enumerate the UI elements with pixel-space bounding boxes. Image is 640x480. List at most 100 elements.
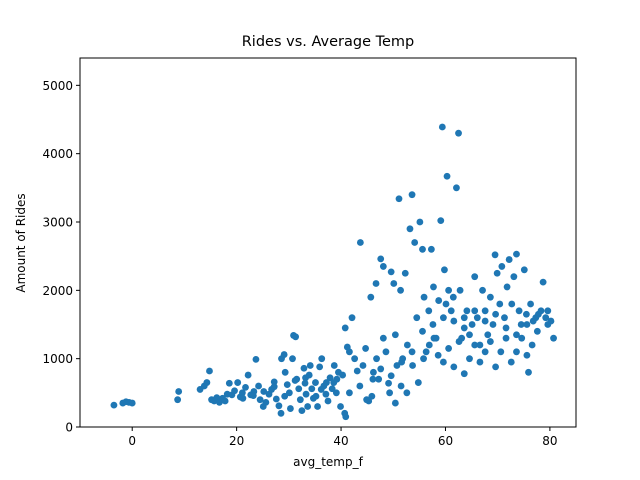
data-point — [476, 358, 484, 366]
data-point — [473, 314, 481, 322]
data-point — [419, 327, 426, 335]
data-point — [397, 286, 404, 294]
data-point — [537, 307, 545, 315]
y-tick-label: 0 — [65, 421, 73, 435]
data-point — [398, 358, 406, 366]
data-point — [466, 331, 473, 339]
data-point — [542, 314, 550, 322]
data-point — [203, 379, 211, 386]
data-point — [281, 368, 289, 376]
data-point — [387, 372, 395, 380]
data-point — [231, 387, 238, 395]
data-point — [517, 321, 525, 328]
data-point — [280, 351, 288, 358]
data-point — [463, 307, 471, 315]
data-point — [302, 390, 310, 398]
points-layer — [110, 123, 557, 421]
data-point — [510, 273, 518, 281]
data-point — [449, 293, 457, 301]
data-point — [523, 321, 531, 328]
data-point — [520, 266, 528, 274]
data-point — [270, 383, 278, 391]
data-point — [287, 405, 294, 412]
data-point — [502, 334, 510, 342]
data-point — [249, 392, 257, 399]
data-point — [544, 321, 552, 328]
data-point — [110, 401, 118, 409]
data-point — [437, 217, 445, 225]
data-point — [427, 245, 435, 253]
data-point — [505, 256, 513, 263]
data-point — [372, 280, 380, 287]
data-point — [419, 245, 426, 253]
data-point — [523, 351, 531, 359]
data-point — [441, 266, 448, 274]
data-point — [434, 351, 442, 359]
data-point — [328, 385, 336, 393]
data-point — [471, 307, 479, 315]
data-point — [326, 374, 334, 382]
data-point — [175, 388, 183, 395]
data-point — [385, 379, 392, 387]
data-point — [330, 362, 338, 369]
data-point — [317, 386, 325, 393]
data-point — [533, 327, 541, 335]
y-axis-label: Amount of Rides — [14, 193, 28, 293]
data-point — [289, 355, 296, 363]
data-point — [225, 379, 233, 387]
data-point — [439, 314, 447, 322]
data-point — [296, 396, 304, 404]
data-point — [503, 283, 511, 291]
data-point — [262, 399, 270, 406]
data-point — [513, 331, 520, 339]
data-point — [513, 348, 520, 356]
data-point — [346, 348, 353, 356]
y-tick-label: 1000 — [42, 352, 73, 366]
data-point — [528, 341, 536, 349]
data-point — [306, 362, 314, 369]
data-point — [523, 310, 530, 318]
data-point — [275, 402, 283, 410]
data-point — [252, 355, 260, 363]
data-point — [460, 314, 468, 322]
data-point — [527, 300, 534, 308]
data-point — [450, 317, 458, 325]
data-point — [409, 362, 416, 369]
data-point — [272, 395, 280, 403]
data-point — [260, 388, 268, 395]
data-point — [445, 345, 453, 352]
data-point — [301, 379, 309, 387]
data-point — [515, 307, 523, 315]
data-point — [508, 300, 516, 308]
data-point — [348, 314, 356, 322]
data-point — [420, 293, 428, 301]
data-point — [291, 377, 299, 384]
data-point — [316, 363, 324, 371]
data-point — [518, 334, 526, 342]
data-point — [445, 286, 453, 294]
data-point — [368, 392, 376, 400]
data-point — [256, 396, 264, 404]
x-tick-label: 20 — [229, 434, 244, 448]
data-point — [312, 392, 320, 400]
data-point — [476, 341, 484, 349]
data-point — [486, 293, 494, 301]
chart-title: Rides vs. Average Temp — [241, 34, 415, 50]
data-point — [498, 263, 506, 270]
y-tick-label: 5000 — [42, 79, 73, 93]
data-point — [481, 307, 489, 315]
data-point — [513, 250, 520, 258]
data-point — [353, 367, 361, 375]
data-point — [420, 355, 427, 363]
data-point — [414, 379, 422, 386]
data-point — [302, 374, 309, 382]
data-point — [390, 280, 398, 287]
data-point — [379, 334, 387, 342]
data-point — [270, 378, 278, 386]
data-point — [447, 307, 455, 315]
data-point — [318, 355, 326, 363]
data-point — [492, 363, 499, 371]
data-point — [497, 348, 505, 356]
data-point — [460, 324, 468, 332]
